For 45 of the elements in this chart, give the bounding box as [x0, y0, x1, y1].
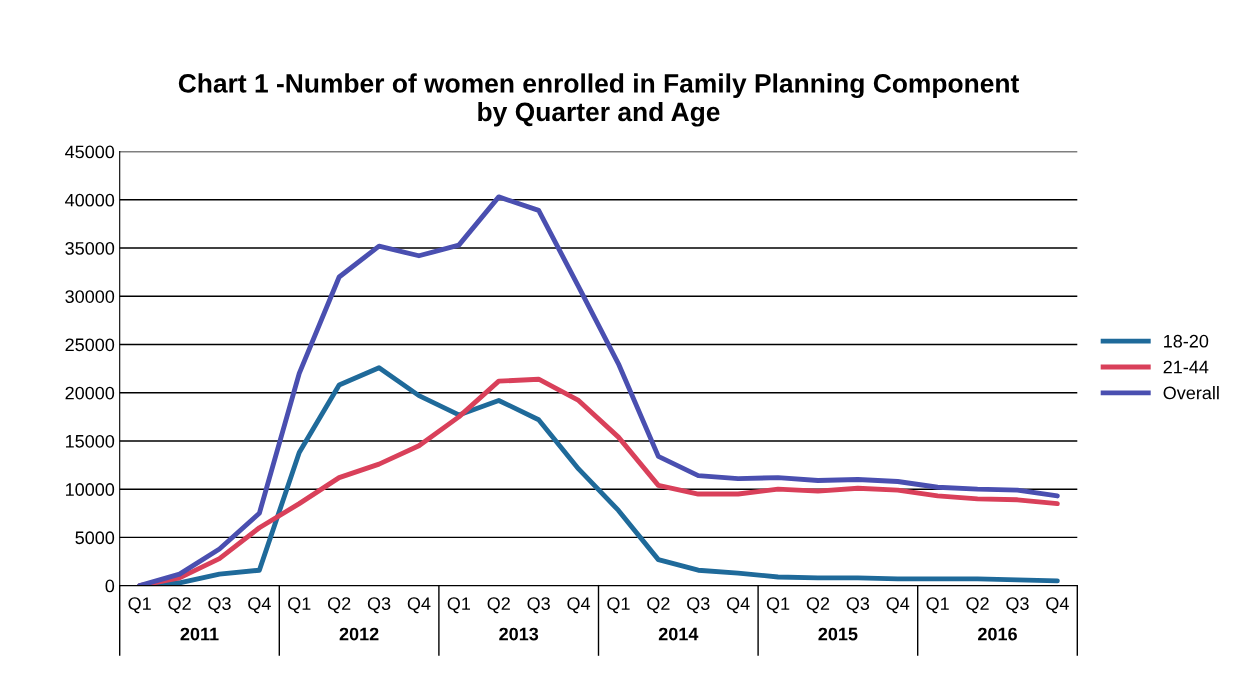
- x-tick-label: Q4: [726, 597, 750, 614]
- x-tick-label: Q3: [1006, 597, 1029, 614]
- x-tick-label: Q4: [1046, 597, 1069, 614]
- line-series: [137, 194, 1060, 586]
- x-tick-label: Q1: [288, 597, 311, 614]
- y-tick-label: 10000: [66, 483, 115, 496]
- y-tick-label: 5000: [75, 531, 115, 545]
- text: 2011: [180, 627, 219, 641]
- x-tick-label: Q3: [367, 597, 391, 614]
- y-tick-label: 0: [105, 579, 115, 593]
- x-tick-label: Q1: [766, 597, 790, 614]
- y-tick-label: 30000: [65, 290, 115, 303]
- x-tick-label: Q2: [647, 597, 670, 614]
- x-tick-label: Q1: [607, 597, 630, 614]
- text: 2014: [658, 627, 699, 641]
- x-tick-label: Q2: [966, 597, 989, 614]
- x-tick-label: Q4: [248, 597, 271, 614]
- y-tick-label: 40000: [65, 193, 115, 207]
- chart-title: Chart 1 -Number of women enrolled in Family Planning Component by Quarter and Age: [178, 73, 1019, 127]
- text: 2016: [978, 627, 1017, 641]
- x-tick-label: Q3: [687, 597, 710, 614]
- y-tick-label: 45000: [65, 145, 115, 159]
- x-tick-label: Q3: [846, 597, 870, 614]
- y-tick-label: 25000: [65, 338, 115, 352]
- x-tick-label: Q4: [567, 597, 591, 614]
- x-tick-label: Q3: [208, 597, 231, 614]
- legend-label: 18-20: [1164, 334, 1209, 348]
- text: 2015: [818, 627, 858, 641]
- x-tick-label: Q1: [926, 597, 949, 614]
- x-tick-label: Q4: [407, 597, 431, 614]
- legend-label: 21-44: [1163, 360, 1209, 374]
- y-tick-label: 35000: [65, 241, 115, 255]
- x-tick-label: Q2: [487, 597, 510, 614]
- x-tick-label: Q3: [527, 597, 550, 614]
- x-tick-label: Q2: [327, 597, 351, 614]
- x-tick-label: Q1: [447, 597, 471, 614]
- x-tick-label: Q4: [886, 597, 910, 614]
- x-tick-label: Q1: [128, 597, 151, 614]
- text: 2013: [499, 627, 539, 641]
- y-tick-label: 15000: [66, 434, 115, 448]
- x-tick-label: Q2: [168, 597, 191, 614]
- y-tick-label: 20000: [65, 386, 115, 400]
- x-tick-label: Q2: [806, 597, 830, 614]
- text: 2012: [339, 627, 379, 641]
- legend-label: Overall: [1163, 386, 1219, 400]
